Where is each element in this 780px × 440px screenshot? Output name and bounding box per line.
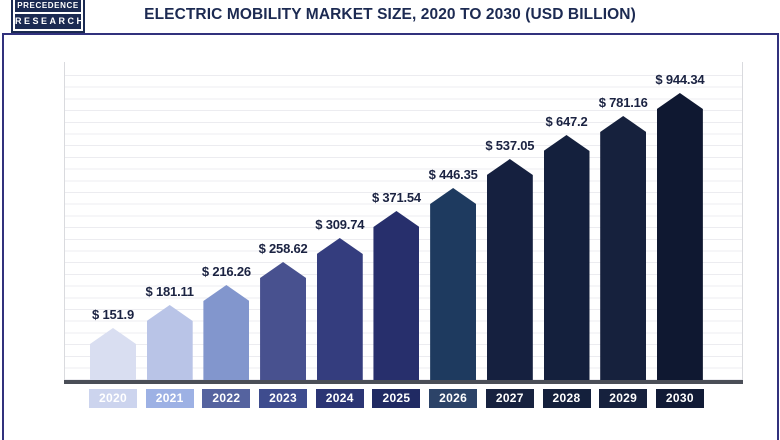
precedence-research-logo: PRECEDENCE RESEARCH	[11, 0, 85, 33]
year-label: 2023	[259, 389, 308, 408]
year-label-slot: 2029	[599, 389, 648, 408]
bar-column: $ 446.35	[428, 167, 478, 380]
year-label: 2030	[655, 389, 704, 408]
bar-column: $ 258.62	[258, 241, 308, 380]
bar	[373, 211, 420, 380]
logo-text-precedence: PRECEDENCE	[15, 0, 81, 12]
bar-value-label: $ 151.9	[92, 307, 134, 322]
year-label-slot: 2028	[542, 389, 591, 408]
frame-border-right	[777, 33, 779, 440]
year-label: 2021	[145, 389, 194, 408]
year-label-slot: 2026	[429, 389, 478, 408]
bar-value-label: $ 181.11	[145, 284, 194, 299]
bar	[260, 262, 307, 380]
bar-column: $ 781.16	[598, 95, 648, 380]
bar-value-label: $ 537.05	[485, 138, 535, 153]
year-label: 2025	[372, 389, 421, 408]
bar	[146, 305, 193, 380]
bar-value-label: $ 781.16	[598, 95, 648, 110]
bar	[486, 159, 533, 380]
year-label: 2024	[315, 389, 364, 408]
year-labels-row: 2020 2021 2022 2023 2024 2025 2026 2027 …	[64, 389, 743, 408]
bar-column: $ 537.05	[485, 138, 535, 380]
bar	[600, 116, 647, 380]
logo-text-research: RESEARCH	[15, 14, 83, 29]
year-label-slot: 2027	[485, 389, 534, 408]
year-label: 2020	[89, 389, 137, 408]
year-label-slot: 2022	[202, 389, 251, 408]
bar-value-label: $ 216.26	[201, 264, 251, 279]
year-label: 2027	[485, 389, 534, 408]
bar	[430, 188, 477, 380]
bar-value-label: $ 371.54	[371, 190, 421, 205]
bar	[316, 238, 363, 380]
bar-column: $ 309.74	[315, 217, 365, 380]
bar-value-label: $ 446.35	[428, 167, 478, 182]
header-divider-line	[2, 33, 779, 35]
year-label-slot: 2023	[259, 389, 308, 408]
year-label: 2028	[542, 389, 591, 408]
frame-border-left	[2, 33, 4, 440]
bar-column: $ 216.26	[201, 264, 251, 380]
year-label-slot: 2021	[145, 389, 194, 408]
bar-value-label: $ 258.62	[258, 241, 308, 256]
year-label-slot: 2020	[89, 389, 137, 408]
bar-value-label: $ 944.34	[655, 72, 705, 87]
bar-value-label: $ 647.2	[545, 114, 588, 129]
x-axis-line	[64, 380, 743, 384]
chart-title: ELECTRIC MOBILITY MARKET SIZE, 2020 TO 2…	[144, 6, 636, 23]
bar	[543, 135, 590, 380]
bar	[203, 285, 250, 380]
bar-column: $ 181.11	[145, 284, 194, 380]
year-label-slot: 2024	[315, 389, 364, 408]
year-label: 2022	[202, 389, 251, 408]
year-label: 2026	[429, 389, 478, 408]
year-label-slot: 2030	[655, 389, 704, 408]
year-label: 2029	[599, 389, 648, 408]
bar-column: $ 151.9	[90, 307, 136, 380]
year-label-slot: 2025	[372, 389, 421, 408]
bar-column: $ 647.2	[543, 114, 590, 380]
bar	[656, 93, 703, 380]
bar	[90, 328, 136, 380]
bar-column: $ 944.34	[655, 72, 705, 380]
bar-column: $ 371.54	[371, 190, 421, 380]
bars-row: $ 151.9 $ 181.11 $ 216.26 $ 258.62 $ 309…	[64, 72, 743, 380]
bar-value-label: $ 309.74	[315, 217, 365, 232]
